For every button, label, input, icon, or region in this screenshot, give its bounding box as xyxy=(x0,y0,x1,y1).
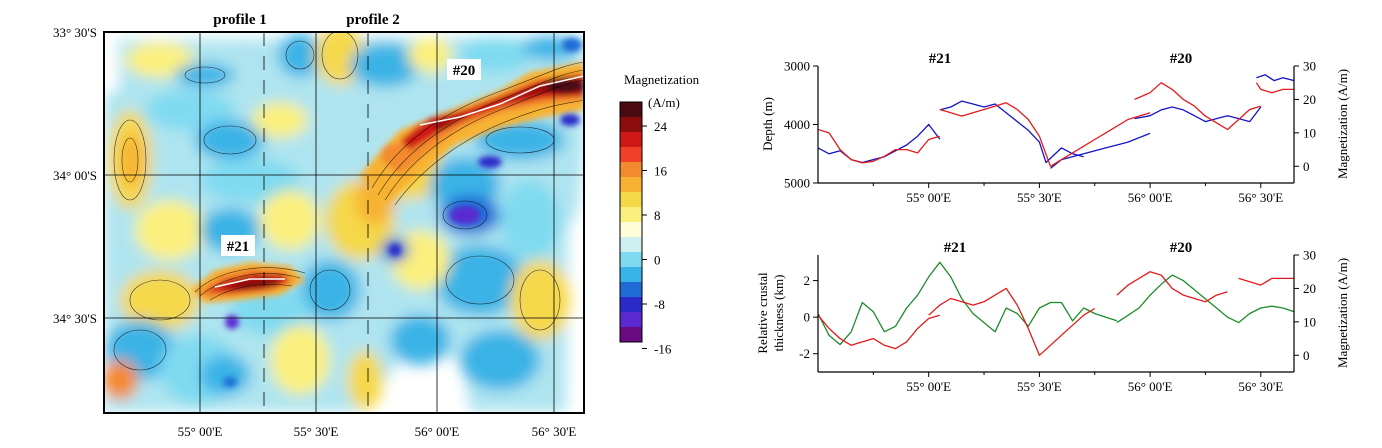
chart1-y-left-tick-label: 5000 xyxy=(784,176,810,191)
chart2-crustal-thickness-line xyxy=(1116,274,1294,324)
lon-tick-label: 55° 00'E xyxy=(178,424,223,439)
chart2-magnetization-line xyxy=(1238,277,1294,286)
chart2-x-tick-label: 56° 30'E xyxy=(1238,379,1283,394)
chart1-anomaly-label-20: #20 xyxy=(1170,51,1193,67)
colorbar-swatch xyxy=(620,222,642,238)
crustal-thickness-chart: #21 #20 Relative crustal thickness (km) … xyxy=(755,240,1350,394)
colorbar-swatch xyxy=(620,297,642,313)
chart2-magnetization-line xyxy=(818,314,940,350)
chart2-y-left-tick-label: 0 xyxy=(804,310,811,325)
chart1-magnetization-line xyxy=(1134,82,1261,131)
chart1-y-left-tick-label: 3000 xyxy=(784,59,810,74)
colorbar-swatch xyxy=(620,252,642,268)
chart2-anomaly-label-20: #20 xyxy=(1170,240,1193,256)
chart2-y-right-tick-label: 10 xyxy=(1303,314,1316,329)
map-frame xyxy=(103,31,585,414)
lat-tick-label: 34° 00'S xyxy=(53,168,97,183)
colorbar-tick-label: -16 xyxy=(654,342,672,357)
map-anomaly-label-20: #20 xyxy=(453,63,476,79)
chart2-y-right-tick-label: 20 xyxy=(1303,281,1316,296)
chart2-crustal-thickness-line xyxy=(818,261,1118,346)
chart1-axes: 55° 00'E 55° 30'E 56° 00'E 56° 30'E 3000 4000… xyxy=(784,59,1316,206)
colorbar-swatch xyxy=(620,102,642,118)
chart1-x-tick-label: 56° 30'E xyxy=(1238,190,1283,205)
colorbar-tick-label: 24 xyxy=(654,119,668,134)
map-color-field xyxy=(104,32,584,412)
colorbar-swatch xyxy=(620,147,642,163)
chart2-y-left-tick-label: -2 xyxy=(799,346,810,361)
lon-tick-label: 56° 30'E xyxy=(532,424,577,439)
colorbar-swatch xyxy=(620,282,642,298)
chart2-y-right-tick-label: 30 xyxy=(1303,248,1316,263)
colorbar-ticks: 24 16 8 0 -8 -16 xyxy=(642,119,672,357)
chart1-depth-line xyxy=(1134,106,1262,123)
chart2-x-tick-label: 55° 00'E xyxy=(906,379,951,394)
colorbar: Magnetization (A/m) 24 16 8 0 -8 -16 xyxy=(619,72,700,357)
colorbar-tick-label: 8 xyxy=(654,208,661,223)
colorbar-tick-label: 0 xyxy=(654,253,661,268)
chart1-ylabel-left: Depth (m) xyxy=(760,97,775,151)
lat-tick-label: 33° 30'S xyxy=(53,25,97,40)
colorbar-tick-label: 16 xyxy=(654,164,668,179)
colorbar-swatch xyxy=(620,117,642,133)
colorbar-swatch xyxy=(620,267,642,283)
chart2-ylabel-left-line1: Relative crustal xyxy=(755,272,770,354)
colorbar-swatch xyxy=(620,207,642,223)
chart1-y-left-tick-label: 4000 xyxy=(784,117,810,132)
chart1-x-tick-label: 55° 00'E xyxy=(906,190,951,205)
chart1-depth-line xyxy=(1050,132,1151,169)
chart2-ylabel-left: Relative crustal thickness (km) xyxy=(755,272,786,354)
chart2-y-right-tick-label: 0 xyxy=(1303,348,1310,363)
chart1-series xyxy=(818,74,1294,169)
colorbar-swatch xyxy=(620,192,642,208)
colorbar-unit: (A/m) xyxy=(648,95,680,110)
lat-tick-label: 34° 30'S xyxy=(53,311,97,326)
chart2-ylabel-right: Magnetization (A/m) xyxy=(1335,258,1350,368)
chart2-anomaly-label-21: #21 xyxy=(944,240,967,256)
chart1-y-right-tick-label: 20 xyxy=(1303,92,1316,107)
colorbar-swatches xyxy=(620,102,642,343)
chart1-depth-line xyxy=(1256,74,1294,82)
lon-tick-label: 55° 30'E xyxy=(294,424,339,439)
chart1-x-tick-label: 55° 30'E xyxy=(1017,190,1062,205)
colorbar-swatch xyxy=(620,132,642,148)
chart2-x-tick-label: 56° 00'E xyxy=(1128,379,1173,394)
chart1-depth-line xyxy=(939,100,1084,164)
chart1-magnetization-line xyxy=(818,128,940,164)
colorbar-frame xyxy=(619,101,643,343)
chart2-y-left-tick-label: 2 xyxy=(804,273,811,288)
map-graticule xyxy=(104,32,584,413)
map-anomaly-label-21: #21 xyxy=(227,239,250,255)
chart1-y-right-tick-label: 30 xyxy=(1303,59,1316,74)
ridge-axis-20 xyxy=(419,75,584,126)
chart2-series xyxy=(818,261,1294,356)
chart1-magnetization-line xyxy=(1255,82,1294,94)
chart1-magnetization-line xyxy=(939,102,1151,167)
ridge-axis-21 xyxy=(214,278,285,288)
colorbar-swatch xyxy=(620,312,642,328)
chart1-y-right-tick-label: 10 xyxy=(1303,125,1316,140)
colorbar-swatch xyxy=(620,177,642,193)
colorbar-swatch xyxy=(620,162,642,178)
chart1-y-right-tick-label: 0 xyxy=(1303,159,1310,174)
colorbar-swatch xyxy=(620,237,642,253)
colorbar-swatch xyxy=(620,327,642,343)
chart2-axes: 55° 00'E 55° 30'E 56° 00'E 56° 30'E20-23020… xyxy=(799,248,1316,395)
colorbar-title: Magnetization xyxy=(624,72,700,87)
map-contours xyxy=(113,32,584,371)
colorbar-tick-label: -8 xyxy=(654,297,665,312)
chart2-x-tick-label: 55° 30'E xyxy=(1017,379,1062,394)
depth-magnetization-chart: #21 #20 Depth (m) Magnetization (A/m) 55… xyxy=(760,51,1350,205)
profile-2-title: profile 2 xyxy=(346,12,399,28)
chart2-magnetization-line xyxy=(928,287,1096,356)
magnetization-map: #20 #21 profile 1 profile 2 33° 30'S 34°… xyxy=(53,12,585,439)
chart1-ylabel-right: Magnetization (A/m) xyxy=(1335,69,1350,179)
chart2-magnetization-line xyxy=(1116,271,1228,303)
profile-1-title: profile 1 xyxy=(213,12,266,28)
chart1-x-tick-label: 56° 00'E xyxy=(1128,190,1173,205)
lon-tick-label: 56° 00'E xyxy=(415,424,460,439)
chart1-anomaly-label-21: #21 xyxy=(929,51,952,67)
chart2-ylabel-left-line2: thickness (km) xyxy=(771,275,786,352)
